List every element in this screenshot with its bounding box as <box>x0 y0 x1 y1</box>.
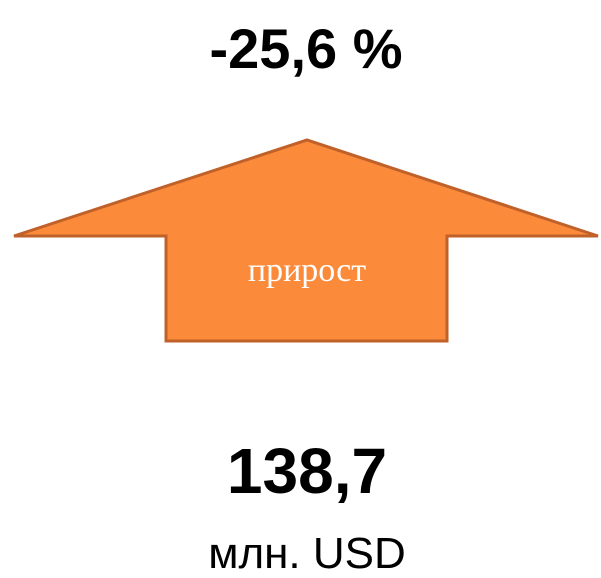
main-value: 138,7 <box>227 435 387 507</box>
arrow <box>13 138 599 343</box>
arrow-label: прирост <box>248 252 366 289</box>
unit-label: млн. USD <box>208 529 406 578</box>
change-value: -25,6 % <box>210 17 403 80</box>
